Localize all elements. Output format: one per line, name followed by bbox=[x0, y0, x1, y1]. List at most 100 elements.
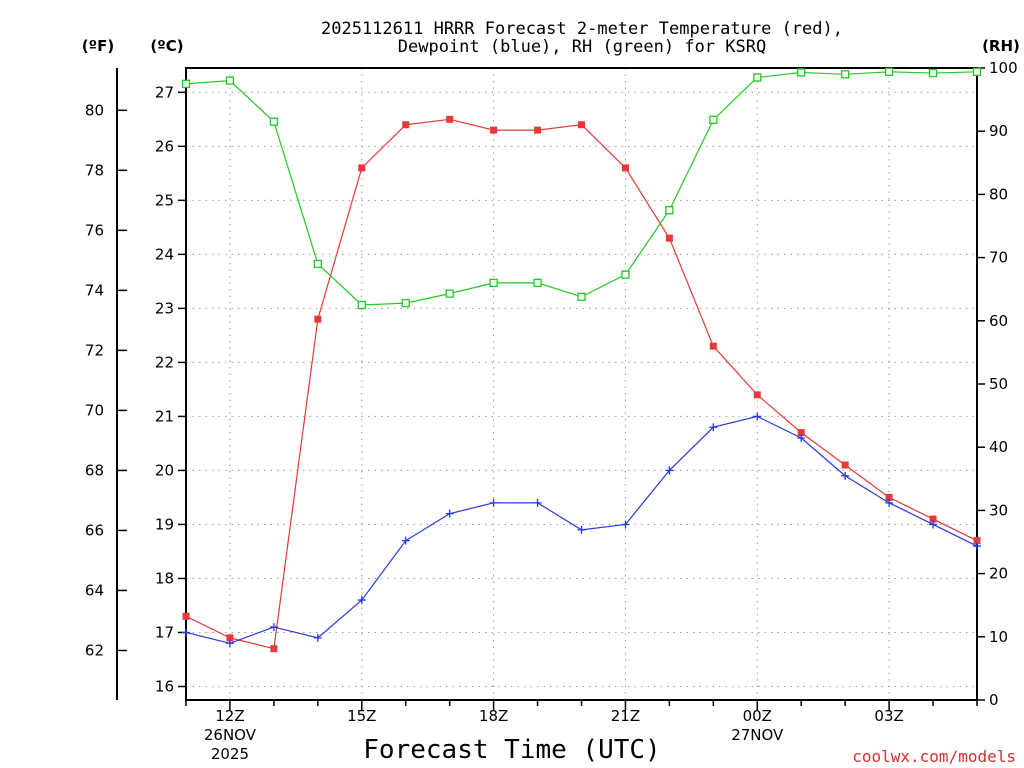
fahrenheit-tick-label: 74 bbox=[85, 281, 104, 299]
dewpoint-point bbox=[621, 520, 630, 529]
dewpoint-point bbox=[797, 434, 806, 443]
fahrenheit-unit-label: (ºF) bbox=[82, 37, 114, 55]
fahrenheit-tick-label: 64 bbox=[85, 581, 104, 599]
x-axis-title: Forecast Time (UTC) bbox=[363, 735, 660, 765]
celsius-tick-label: 23 bbox=[155, 299, 174, 317]
series-dewpoint bbox=[182, 412, 981, 648]
plot-frame bbox=[185, 67, 978, 701]
rh-point bbox=[577, 292, 586, 301]
rh-tick-label: 80 bbox=[989, 185, 1008, 203]
temperature-point bbox=[973, 537, 981, 545]
temperature-point bbox=[709, 342, 717, 350]
rh-point bbox=[225, 76, 235, 85]
temperature-point bbox=[929, 515, 937, 523]
celsius-tick-label: 27 bbox=[155, 83, 174, 101]
dewpoint-point bbox=[489, 498, 498, 507]
dewpoint-point bbox=[445, 509, 454, 518]
dewpoint-point bbox=[401, 536, 410, 545]
time-tick-label: 27NOV bbox=[731, 726, 784, 744]
data-series bbox=[181, 67, 982, 653]
time-tick-label: 2025 bbox=[211, 745, 249, 763]
celsius-tick-label: 17 bbox=[155, 623, 174, 641]
rh-point bbox=[313, 259, 322, 269]
celsius-tick-label: 18 bbox=[155, 569, 174, 587]
time-tick-label: 21Z bbox=[611, 707, 640, 725]
temperature-point bbox=[534, 126, 542, 134]
chart-title-line2: Dewpoint (blue), RH (green) for KSRQ bbox=[398, 37, 766, 57]
series-rh bbox=[181, 67, 982, 310]
temperature-point bbox=[182, 612, 190, 620]
dewpoint-point bbox=[929, 520, 938, 529]
dewpoint-point bbox=[182, 628, 190, 637]
rh-point bbox=[621, 270, 630, 279]
temperature-point bbox=[270, 645, 278, 653]
dewpoint-point bbox=[973, 542, 981, 551]
temperature-point bbox=[226, 634, 234, 642]
celsius-tick-label: 16 bbox=[155, 677, 174, 695]
chart-title-line1: 2025112611 HRRR Forecast 2-meter Tempera… bbox=[321, 19, 843, 39]
rh-tick-label: 100 bbox=[989, 59, 1018, 77]
temperature-point bbox=[490, 126, 498, 134]
fahrenheit-tick-label: 76 bbox=[85, 221, 104, 239]
rh-point bbox=[928, 68, 938, 78]
celsius-tick-label: 26 bbox=[155, 137, 174, 155]
temperature-point bbox=[665, 234, 673, 242]
celsius-axis: 16 17 18 19 20 21 22 23 24 25 26 27 bbox=[155, 83, 186, 695]
time-tick-label: 18Z bbox=[479, 707, 508, 725]
rh-point bbox=[533, 278, 542, 288]
time-tick-label: 03Z bbox=[874, 707, 903, 725]
temperature-point bbox=[446, 115, 454, 123]
rh-point bbox=[181, 79, 191, 88]
temperature-point bbox=[841, 461, 849, 469]
rh-point bbox=[972, 67, 982, 76]
dewpoint-point bbox=[753, 412, 762, 421]
fahrenheit-tick-label: 80 bbox=[85, 101, 104, 119]
rh-tick-label: 50 bbox=[989, 375, 1008, 393]
series-temperature bbox=[182, 115, 981, 653]
fahrenheit-tick-label: 78 bbox=[85, 161, 104, 179]
dewpoint-point bbox=[357, 596, 366, 605]
rh-point bbox=[665, 206, 674, 215]
temperature-point bbox=[402, 121, 410, 129]
celsius-tick-label: 20 bbox=[155, 461, 174, 479]
rh-tick-label: 30 bbox=[989, 501, 1008, 519]
rh-axis: 0 10 20 30 40 50 60 70 80 90 100 bbox=[977, 59, 1018, 709]
temperature-point bbox=[885, 493, 893, 501]
rh-tick-label: 0 bbox=[989, 691, 999, 709]
fahrenheit-tick-label: 70 bbox=[85, 401, 104, 419]
fahrenheit-tick-label: 72 bbox=[85, 341, 104, 359]
rh-point bbox=[709, 115, 718, 124]
celsius-tick-label: 22 bbox=[155, 353, 174, 371]
dewpoint-point bbox=[225, 639, 234, 648]
celsius-tick-label: 21 bbox=[155, 407, 174, 425]
fahrenheit-tick-label: 62 bbox=[85, 641, 104, 659]
rh-point bbox=[401, 298, 410, 308]
temperature-point bbox=[578, 121, 585, 129]
celsius-tick-label: 24 bbox=[155, 245, 174, 263]
dewpoint-point bbox=[665, 466, 674, 475]
rh-tick-label: 20 bbox=[989, 565, 1008, 583]
credit-link[interactable]: coolwx.com/models bbox=[852, 747, 1016, 766]
dewpoint-point bbox=[885, 498, 894, 507]
rh-point bbox=[269, 117, 279, 126]
fahrenheit-tick-label: 68 bbox=[85, 461, 104, 479]
dewpoint-point bbox=[577, 525, 586, 534]
dewpoint-point bbox=[709, 423, 718, 432]
celsius-tick-label: 25 bbox=[155, 191, 174, 209]
rh-point bbox=[445, 289, 454, 298]
temperature-line bbox=[185, 118, 978, 650]
dewpoint-point bbox=[269, 623, 278, 632]
time-tick-label: 26NOV bbox=[204, 726, 257, 744]
grid-lines bbox=[186, 68, 977, 700]
dewpoint-point bbox=[841, 471, 850, 480]
rh-point bbox=[357, 300, 366, 310]
rh-point bbox=[884, 67, 894, 76]
rh-tick-label: 10 bbox=[989, 628, 1008, 646]
temperature-point bbox=[358, 164, 366, 172]
time-tick-label: 12Z bbox=[215, 707, 244, 725]
celsius-tick-label: 19 bbox=[155, 515, 174, 533]
rh-tick-label: 70 bbox=[989, 249, 1008, 267]
temperature-point bbox=[621, 164, 629, 172]
